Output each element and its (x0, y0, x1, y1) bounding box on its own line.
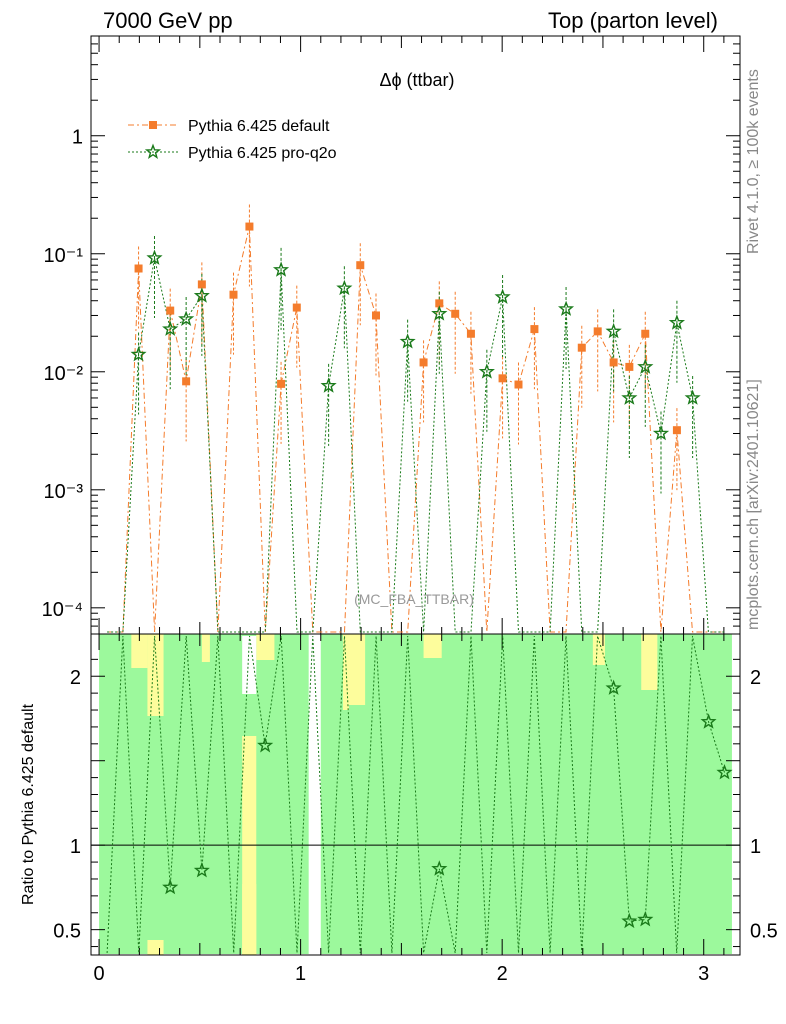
legend-marker-pro-q2o (144, 143, 162, 159)
ratio-y-tick-label: 0.5 (53, 921, 81, 943)
y-tick-label: 10⁻¹ (44, 245, 84, 267)
pro-q2o-marker (478, 363, 495, 379)
default-marker (229, 290, 238, 299)
pro-q2o-marker (130, 345, 147, 362)
pro-q2o-marker (193, 287, 210, 303)
series-line-pro-q2o (107, 257, 725, 633)
ratio-marker (431, 860, 448, 876)
default-marker (672, 426, 681, 435)
ratio-band-yellow (131, 634, 148, 668)
pro-q2o-marker (431, 305, 448, 321)
ratio-band-yellow (592, 634, 605, 665)
pro-q2o-marker (558, 300, 575, 316)
ratio-marker (637, 910, 654, 927)
default-marker (641, 329, 650, 338)
y-tick-label: 10⁻³ (44, 481, 84, 503)
watermark: (MC_FBA_TTBAR) (354, 591, 474, 607)
ratio-band-yellow (423, 634, 442, 658)
ratio-band-yellow (342, 634, 349, 710)
legend-label: Pythia 6.425 default (188, 118, 330, 135)
default-marker (466, 329, 475, 338)
default-marker (577, 343, 586, 352)
default-marker (435, 299, 444, 308)
ratio-marker (162, 878, 179, 895)
default-marker (292, 303, 301, 312)
legend-label: Pythia 6.425 pro-q2o (188, 145, 337, 162)
pro-q2o-marker (494, 288, 511, 304)
ratio-y-tick-label-right: 1 (750, 836, 761, 858)
ratio-uncertainty-bands (99, 634, 732, 955)
legend-marker-default (149, 121, 157, 129)
default-marker (197, 280, 206, 289)
ratio-marker (257, 736, 274, 753)
y-tick-label: 10⁻⁴ (42, 599, 83, 621)
series-markers (130, 222, 733, 929)
pro-q2o-marker (652, 424, 670, 441)
pro-q2o-marker (621, 389, 638, 405)
default-marker (134, 264, 143, 273)
pro-q2o-marker (336, 279, 353, 296)
pro-q2o-marker (605, 322, 622, 339)
ratio-marker (621, 912, 638, 929)
default-marker (277, 379, 286, 388)
x-tick-label: 0 (93, 963, 104, 985)
pro-q2o-marker (637, 358, 654, 374)
y-tick-label: 1 (72, 127, 83, 149)
pro-q2o-marker (162, 320, 179, 336)
ratio-marker (700, 713, 717, 729)
default-marker (451, 309, 460, 318)
ratio-band-yellow (147, 940, 164, 955)
default-marker (625, 362, 634, 371)
ratio-series-line (106, 635, 725, 954)
series-lines (106, 204, 725, 954)
default-marker (245, 222, 254, 231)
pro-q2o-marker (399, 333, 416, 349)
plot-title: Δϕ (ttbar) (379, 70, 454, 90)
pro-q2o-marker (146, 249, 163, 265)
ratio-y-tick-label: 2 (70, 667, 81, 689)
header-left: 7000 GeV pp (103, 8, 233, 33)
default-marker (514, 380, 523, 389)
x-tick-label: 3 (698, 963, 709, 985)
pro-q2o-marker (684, 389, 701, 405)
ratio-marker (605, 679, 622, 695)
ratio-band-yellow (256, 634, 275, 660)
ratio-marker (193, 862, 210, 878)
ratio-y-tick-label-right: 0.5 (750, 921, 778, 943)
default-marker (166, 306, 175, 315)
ratio-marker (716, 763, 733, 780)
ratio-band-yellow (348, 634, 366, 705)
pro-q2o-marker (178, 310, 195, 326)
pro-q2o-marker (668, 314, 686, 330)
axis-ticks (91, 35, 740, 955)
default-marker (593, 327, 602, 336)
x-tick-label: 2 (497, 963, 508, 985)
default-marker (609, 358, 618, 367)
tick-labels: 10⁻⁴ 10⁻³ 10⁻² 10⁻¹ 1 0.5 0.5 1 1 2 2 0 1 2 3 (42, 127, 778, 985)
header-right: Top (parton level) (548, 8, 718, 33)
default-marker (530, 325, 539, 334)
ratio-band-yellow (641, 634, 658, 690)
y-tick-label: 10⁻² (44, 363, 84, 385)
ratio-band-yellow (242, 884, 257, 955)
ratio-band-green (99, 634, 309, 954)
ratio-band-yellow (147, 634, 164, 716)
ratio-band-gap (242, 636, 257, 694)
default-marker (498, 374, 507, 383)
ratio-band-green (320, 634, 732, 954)
default-marker (371, 311, 380, 320)
default-marker (356, 261, 365, 270)
default-marker (182, 377, 191, 386)
pro-q2o-marker (320, 377, 337, 393)
default-marker (419, 358, 428, 367)
ratio-y-tick-label-right: 2 (750, 667, 761, 689)
ratio-band-yellow (201, 634, 210, 662)
x-tick-label: 1 (295, 963, 306, 985)
ratio-y-tick-label: 1 (70, 836, 81, 858)
legend: Pythia 6.425 default Pythia 6.425 pro-q2o (128, 118, 337, 162)
pro-q2o-marker (272, 261, 290, 277)
